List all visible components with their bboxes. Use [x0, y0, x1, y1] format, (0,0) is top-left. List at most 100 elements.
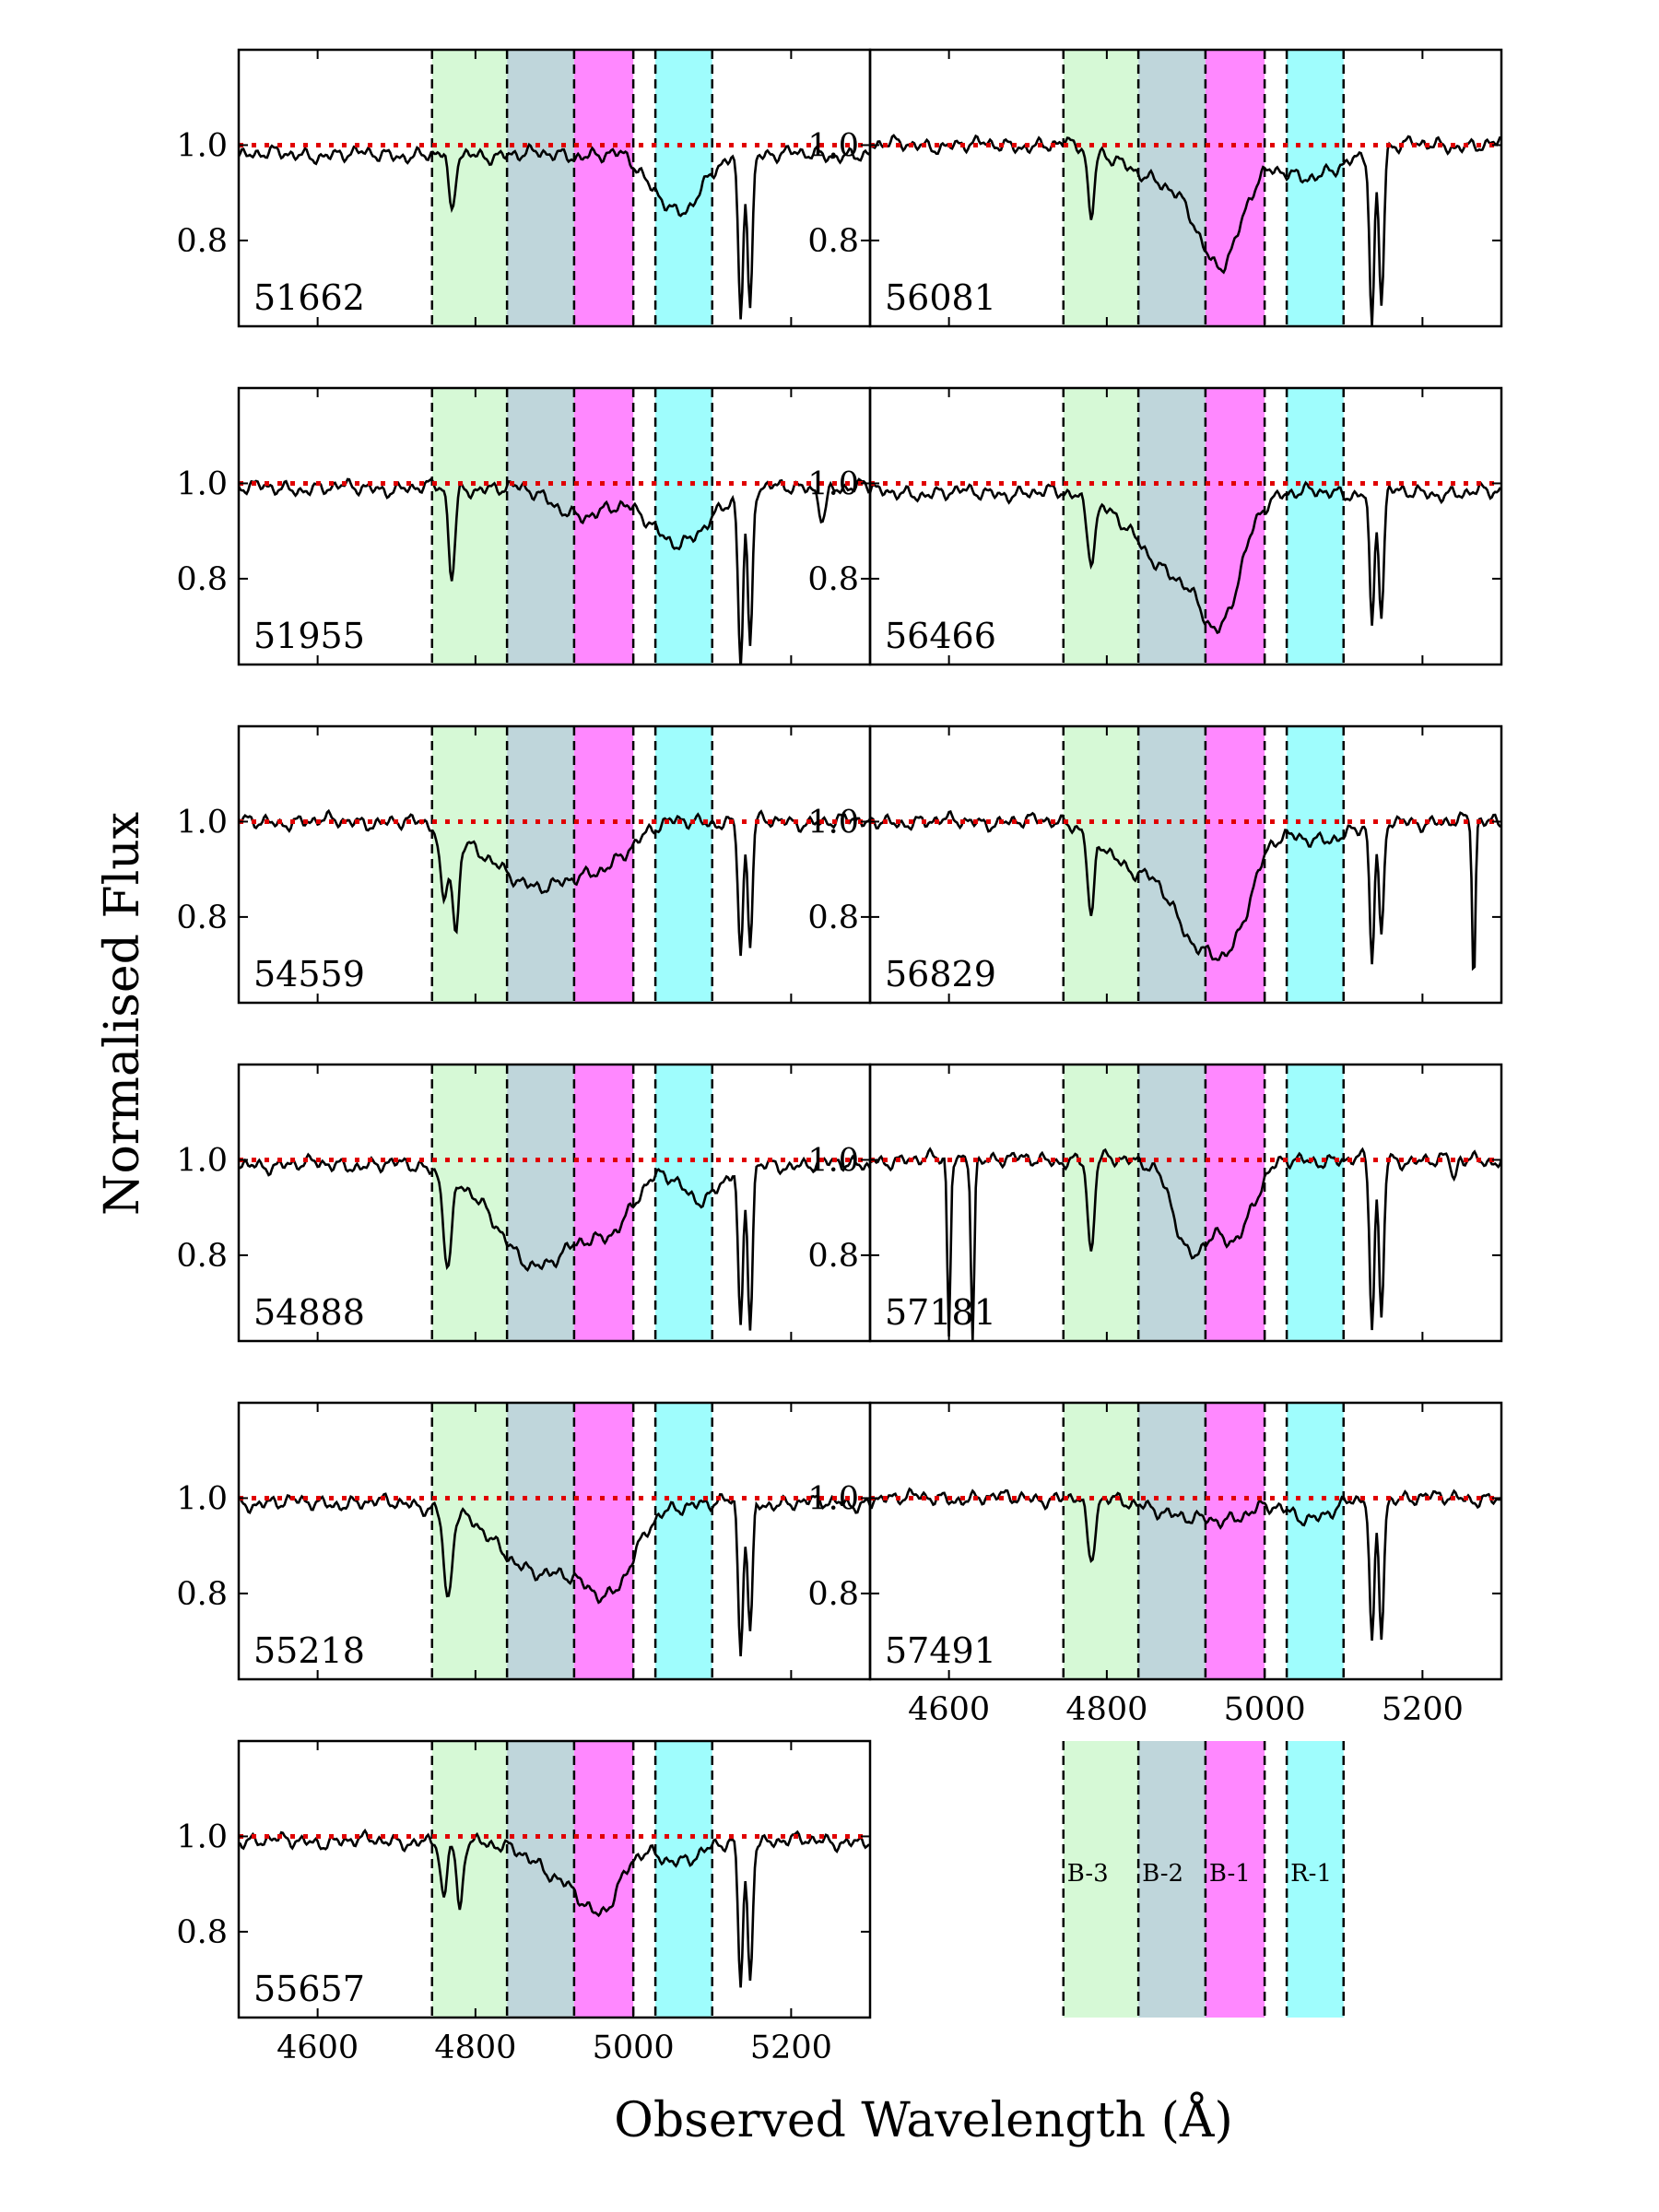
legend-band-label: B-3 — [1067, 1860, 1109, 1888]
band-r-1 — [655, 1403, 712, 1679]
legend-band-b-1 — [1205, 1741, 1265, 2018]
band-b-2 — [507, 388, 574, 665]
panel-55218: 0.8 1.0 55218 — [176, 1401, 872, 1681]
panel-56829: 0.8 1.0 56829 — [807, 724, 1503, 1005]
mjd-label: 55218 — [253, 1630, 365, 1671]
y-tick-label: 0.8 — [176, 900, 228, 936]
y-tick-label: 1.0 — [176, 1818, 228, 1855]
legend-band-label: B-2 — [1142, 1860, 1183, 1888]
y-tick-label: 1.0 — [807, 804, 859, 841]
band-b-3 — [1063, 388, 1139, 665]
band-b-3 — [431, 1741, 508, 2018]
band-r-1 — [1287, 388, 1344, 665]
y-tick-label: 0.8 — [176, 1914, 228, 1951]
legend-band-b-2 — [1138, 1741, 1206, 2018]
band-b-1 — [1205, 388, 1265, 665]
band-b-3 — [431, 388, 508, 665]
band-b-3 — [431, 50, 508, 326]
band-b-3 — [1063, 1065, 1139, 1341]
mjd-label: 57181 — [885, 1292, 996, 1333]
band-b-1 — [573, 388, 634, 665]
mjd-label: 51955 — [253, 616, 365, 656]
band-r-1 — [1287, 726, 1344, 1003]
band-b-2 — [507, 1403, 574, 1679]
legend-band-label: R-1 — [1290, 1860, 1332, 1888]
panel-51662: 0.8 1.0 51662 — [176, 48, 872, 328]
x-tick-label: 5000 — [593, 2030, 675, 2066]
y-tick-label: 1.0 — [176, 804, 228, 841]
x-tick-label: 5000 — [1224, 1691, 1306, 1728]
y-axis-title: Normalised Flux — [95, 812, 150, 1216]
band-b-2 — [507, 50, 574, 326]
band-b-1 — [1205, 726, 1265, 1003]
panel-frame — [868, 48, 1503, 328]
band-r-1 — [655, 50, 712, 326]
band-b-2 — [1138, 726, 1206, 1003]
y-tick-label: 0.8 — [807, 561, 859, 598]
band-b-3 — [1063, 1403, 1139, 1679]
band-r-1 — [1287, 50, 1344, 326]
mjd-label: 56829 — [885, 954, 996, 994]
spectrum-line — [870, 480, 1501, 635]
panel-frame — [237, 1739, 872, 2019]
y-tick-label: 0.8 — [176, 1576, 228, 1613]
band-b-1 — [1205, 1403, 1265, 1679]
x-tick-label: 5200 — [750, 2030, 832, 2066]
y-tick-label: 1.0 — [807, 127, 859, 164]
panels-layer: 0.8 1.0 51662 0.8 1.0 51955 0.8 1.0 54559 0.8 1.0 5… — [176, 48, 1503, 2066]
band-b-1 — [573, 50, 634, 326]
y-tick-label: 0.8 — [807, 1238, 859, 1275]
y-tick-label: 1.0 — [176, 465, 228, 502]
band-b-3 — [431, 1065, 508, 1341]
y-tick-label: 1.0 — [176, 1480, 228, 1517]
legend-band-label: B-1 — [1209, 1860, 1251, 1888]
band-b-1 — [573, 1403, 634, 1679]
y-tick-label: 0.8 — [807, 223, 859, 260]
spectrum-line — [870, 1147, 1501, 1341]
mjd-label: 57491 — [885, 1630, 996, 1671]
panel-56081: 0.8 1.0 56081 — [807, 48, 1503, 328]
band-b-1 — [573, 1065, 634, 1341]
panel-frame — [868, 724, 1503, 1005]
band-r-1 — [655, 726, 712, 1003]
band-b-2 — [507, 1741, 574, 2018]
band-b-2 — [1138, 1065, 1206, 1341]
y-tick-label: 0.8 — [807, 1576, 859, 1613]
band-b-1 — [573, 726, 634, 1003]
panel-51955: 0.8 1.0 51955 — [176, 386, 872, 666]
spectrum-line — [870, 1487, 1501, 1641]
spectrum-line — [239, 1828, 870, 1988]
y-tick-label: 1.0 — [176, 127, 228, 164]
panel-57181: 0.8 1.0 57181 — [807, 1063, 1503, 1343]
y-tick-label: 1.0 — [807, 465, 859, 502]
band-legend: B-3 B-2 B-1 R-1 — [1062, 1741, 1345, 2018]
x-axis-title: Observed Wavelength (Å) — [614, 2091, 1233, 2148]
mjd-label: 56081 — [885, 277, 996, 318]
band-b-1 — [573, 1741, 634, 2018]
panel-56466: 0.8 1.0 56466 — [807, 386, 1503, 666]
band-r-1 — [1287, 1403, 1344, 1679]
band-b-2 — [507, 1065, 574, 1341]
spectrum-line — [870, 134, 1501, 326]
panel-frame — [868, 1063, 1503, 1343]
spectrum-line — [239, 1492, 870, 1657]
band-b-3 — [1063, 50, 1139, 326]
mjd-label: 55657 — [253, 1969, 365, 2009]
legend-band-b-3 — [1063, 1741, 1139, 2018]
panel-54559: 0.8 1.0 54559 — [176, 724, 872, 1005]
band-b-2 — [1138, 388, 1206, 665]
y-tick-label: 0.8 — [176, 223, 228, 260]
mjd-label: 51662 — [253, 277, 365, 318]
spectrum-line — [239, 142, 870, 320]
band-r-1 — [1287, 1065, 1344, 1341]
y-tick-label: 1.0 — [176, 1142, 228, 1179]
band-b-3 — [431, 1403, 508, 1679]
x-tick-label: 4600 — [908, 1691, 990, 1728]
panel-frame — [868, 386, 1503, 666]
x-tick-label: 4800 — [1065, 1691, 1147, 1728]
band-b-1 — [1205, 50, 1265, 326]
legend-band-r-1 — [1287, 1741, 1344, 2018]
spectrum-line — [870, 810, 1501, 971]
mjd-label: 56466 — [885, 616, 996, 656]
